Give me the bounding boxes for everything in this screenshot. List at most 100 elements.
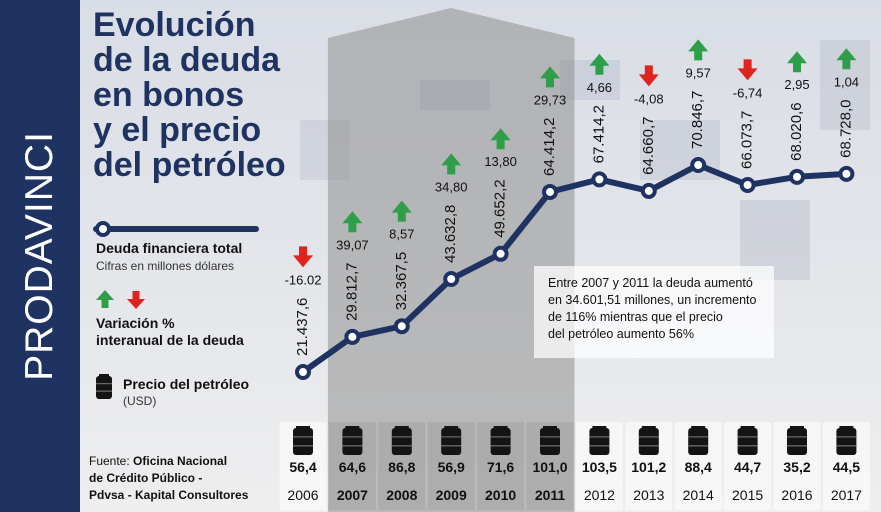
oil-price-label: 35,2	[783, 459, 810, 475]
title-line: y el precio	[93, 111, 262, 149]
debt-point	[690, 157, 707, 173]
barrel-icon	[540, 428, 560, 455]
barrel-icon	[688, 428, 709, 455]
highlight-band-2007-2011	[327, 8, 575, 512]
up-arrow-icon	[540, 66, 560, 88]
debt-point	[393, 318, 410, 335]
variation-value-label: 13,80	[484, 154, 517, 169]
variation-value-label: 39,07	[336, 237, 369, 252]
oil-barrels	[293, 426, 857, 455]
annotation-box: Entre 2007 y 2011 la deuda aumentó en 34…	[534, 266, 774, 358]
title-line: en bonos	[93, 76, 245, 114]
oil-price-label: 71,6	[487, 459, 514, 475]
year-labels: 2006 2007 2008 2009 2010 2011 2012 2013 2014 2015…	[287, 487, 862, 503]
chart-title: Evolución de la deuda en bonos y el prec…	[93, 8, 323, 183]
barrel-icon	[638, 428, 659, 455]
debt-labels: 21.437,6 29.812,7 32.367,5 43.632,8 49.652,2…	[294, 91, 854, 356]
barrel-icon	[737, 428, 758, 455]
year-tick-label: 2014	[683, 487, 714, 503]
title-line: del petróleo	[93, 146, 286, 184]
annotation-line: en 34.601,51 millones, un incremento	[548, 293, 757, 307]
annotation-line: Entre 2007 y 2011 la deuda aumentó	[548, 276, 753, 290]
legend-down-arrow-icon	[127, 291, 145, 309]
barrel-icon	[589, 428, 610, 455]
debt-point	[443, 271, 460, 288]
year-tick-label: 2009	[436, 487, 467, 503]
debt-value-label: 43.632,8	[442, 205, 459, 263]
oil-price-label: 44,5	[833, 459, 860, 475]
legend-barrel-icon	[96, 374, 112, 399]
title-line: Evolución	[93, 6, 256, 44]
variation-value-label: 1,04	[834, 74, 859, 89]
barrel-icon	[490, 428, 511, 455]
debt-value-label: 32.367,5	[393, 252, 410, 310]
up-arrow-icon	[787, 51, 807, 73]
legend-oil-sublabel: (USD)	[123, 394, 157, 408]
year-tick-label: 2008	[386, 487, 417, 503]
source-prefix: Fuente:	[89, 454, 134, 468]
debt-point	[492, 245, 509, 262]
up-arrow-icon	[836, 48, 857, 70]
brand-logo: PRODAVINCI	[18, 131, 61, 381]
variation-value-label: 2,95	[784, 77, 809, 92]
variation-value-label: 29,73	[534, 92, 567, 107]
sidebar: PRODAVINCI	[0, 0, 80, 512]
variation-value-label: 8,57	[389, 227, 414, 242]
debt-point	[295, 364, 311, 380]
barrel-icon	[342, 428, 363, 455]
debt-line	[300, 162, 850, 375]
oil-price-label: 56,9	[438, 459, 465, 475]
title-line: de la deuda	[93, 41, 281, 79]
debt-point	[838, 165, 855, 182]
barrel-icon	[441, 428, 462, 455]
down-arrow-icon	[737, 59, 758, 81]
legend-debt-sublabel: Cifras en millones dólares	[96, 259, 235, 273]
oil-price-label: 101,2	[631, 459, 666, 475]
up-arrow-icon	[589, 53, 610, 75]
variation-arrows	[293, 39, 857, 268]
debt-value-label: 29.812,7	[343, 263, 360, 321]
year-tick-label: 2017	[831, 487, 862, 503]
debt-point	[344, 328, 361, 345]
oil-price-label: 86,8	[388, 459, 415, 475]
legend-up-arrow-icon	[96, 290, 114, 308]
oil-price-label: 103,5	[582, 459, 617, 475]
up-arrow-icon	[688, 39, 709, 61]
debt-value-label: 66.073,7	[739, 111, 756, 169]
year-tick-label: 2006	[287, 487, 318, 503]
barrel-icon	[96, 376, 112, 399]
source-line-1: Oficina Nacional	[133, 454, 228, 468]
source-note: Fuente: Oficina Nacional de Crédito Públ…	[89, 453, 248, 504]
variation-value-label: -16.02	[285, 272, 322, 287]
debt-value-label: 64.414,2	[541, 118, 558, 176]
down-arrow-icon	[293, 246, 313, 268]
year-tick-label: 2016	[781, 487, 812, 503]
up-arrow-icon	[490, 128, 511, 150]
debt-point	[542, 183, 558, 200]
debt-value-label: 64.660,7	[640, 117, 657, 175]
annotation-line: de 116% mientras que el precio	[548, 310, 723, 324]
variation-value-label: 34,80	[435, 179, 468, 194]
oil-price-label: 101,0	[532, 459, 567, 475]
year-tick-label: 2015	[732, 487, 763, 503]
oil-price-label: 88,4	[685, 459, 712, 475]
debt-point	[789, 168, 805, 185]
debt-point	[591, 171, 608, 188]
up-arrow-icon	[441, 153, 462, 175]
oil-price-labels: 56,4 64,6 86,8 56,9 71,6 101,0 103,5 101,2 88,4 4…	[289, 459, 860, 475]
year-tick-label: 2013	[633, 487, 664, 503]
debt-point	[640, 182, 657, 199]
up-arrow-icon	[391, 200, 412, 222]
year-tick-label: 2012	[584, 487, 615, 503]
debt-value-label: 67.414,2	[590, 105, 607, 163]
source-line-3: Pdvsa - Kapital Consultores	[89, 488, 249, 502]
variation-labels: -16.02 39,07 8,57 34,80 13,80 29,73 4,66 -4,08 9…	[285, 65, 859, 287]
up-arrow-icon	[342, 211, 363, 233]
debt-value-label: 68.728,0	[837, 99, 854, 157]
debt-points	[295, 157, 855, 380]
legend-oil-label: Precio del petróleo	[123, 376, 250, 392]
oil-price-label: 64,6	[339, 459, 366, 475]
debt-value-label: 70.846,7	[689, 91, 706, 149]
